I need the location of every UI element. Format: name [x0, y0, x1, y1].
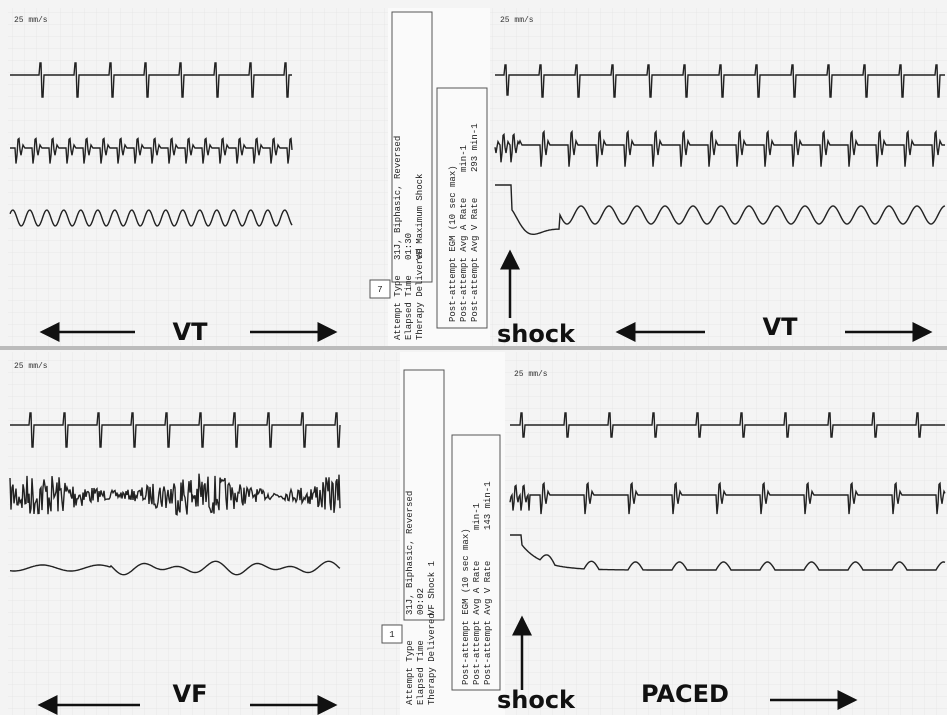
rhythm-label: VT [763, 313, 799, 341]
rate: 143 min-1 [483, 481, 493, 530]
paper-speed: 25 mm/s [14, 362, 48, 371]
field-value: 31J, Biphasic, Reversed [393, 136, 403, 260]
attempt-number: 1 [389, 630, 394, 640]
field-value: 00:02 [416, 588, 426, 615]
rate: min-1 [472, 503, 482, 530]
rhythm-label: VF [173, 680, 208, 708]
event-label: shock [497, 320, 576, 348]
field: Elapsed Time [416, 640, 426, 705]
event-label: shock [497, 686, 576, 714]
field-value: VF Maximum Shock [415, 174, 425, 260]
field-value: 31J, Biphasic, Reversed [405, 491, 415, 615]
egm-line: Post-attempt Avg V Rate [470, 198, 480, 322]
attempt-number: 7 [377, 285, 382, 295]
field: Attempt Type [405, 640, 415, 705]
field-value: 01:30 [404, 233, 414, 260]
egm-line: Post-attempt Avg A Rate [459, 198, 469, 322]
egm-line: Post-attempt Avg V Rate [483, 561, 493, 685]
strip-paper [8, 352, 400, 715]
field: Therapy Delivered [427, 613, 437, 705]
strip-paper [505, 352, 947, 715]
egm-line: Post-attempt EGM (10 sec max) [448, 165, 458, 322]
paper-speed: 25 mm/s [14, 16, 48, 25]
egm-line: Post-attempt Avg A Rate [472, 561, 482, 685]
rate: 293 min-1 [470, 123, 480, 172]
paper-speed: 25 mm/s [500, 16, 534, 25]
rate: min-1 [459, 145, 469, 172]
rhythm-label: PACED [641, 680, 729, 708]
field: Attempt Type [393, 275, 403, 340]
paper-speed: 25 mm/s [514, 370, 548, 379]
field-value: VF Shock 1 [427, 561, 437, 615]
field: Therapy Delivered [415, 248, 425, 340]
strip-paper [490, 8, 947, 346]
egm-line: Post-attempt EGM (10 sec max) [461, 528, 471, 685]
rhythm-label: VT [173, 318, 209, 346]
strip-paper [8, 8, 388, 346]
ecg-figure: 25 mm/s 25 mm/s 25 mm/s 25 mm/s 7 Attemp… [0, 0, 947, 715]
field: Elapsed Time [404, 275, 414, 340]
